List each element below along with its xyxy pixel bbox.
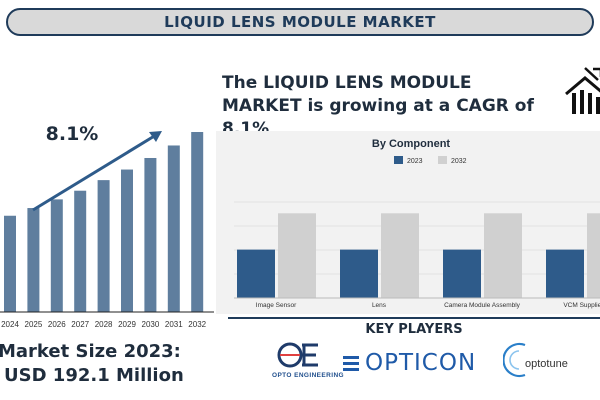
- cagr-annotation: 8.1%: [46, 123, 99, 145]
- component-category-label: Camera Module Assembly: [444, 302, 521, 309]
- growth-bar: [121, 169, 133, 312]
- component-category-label: Lens: [372, 302, 387, 309]
- opticon-logo: OPTICON: [341, 348, 491, 378]
- growth-year-label: 2029: [118, 320, 136, 329]
- growth-bar: [167, 145, 180, 312]
- component-bar: [587, 213, 600, 298]
- opto-engineering-name: OPTO ENGINEERING: [271, 372, 344, 379]
- opto-engineering-logo: OPTO ENGINEERING: [268, 341, 358, 387]
- component-bar: [237, 249, 275, 298]
- growth-bar-chart: 2024 2025 2026 2027 2028 2029 2030 2031 2032 8.1%: [0, 123, 214, 329]
- opto-engineering-mark-icon: [277, 342, 318, 368]
- growth-bar: [191, 132, 204, 312]
- growth-year-label: 2030: [142, 320, 160, 329]
- growth-year-label: 2028: [95, 320, 113, 329]
- growth-bar: [27, 208, 40, 312]
- legend-swatch: [394, 156, 403, 164]
- component-bar: [546, 249, 584, 298]
- opticon-mark-icon: [343, 356, 359, 371]
- growth-trend-arrow: [32, 133, 157, 212]
- growth-year-label: 2032: [188, 320, 206, 329]
- growth-bar: [74, 190, 87, 312]
- component-chart-title: By Component: [372, 138, 451, 150]
- growth-bar: [144, 157, 157, 312]
- optotune-logo: optotune: [503, 341, 600, 381]
- title-box: LIQUID LENS MODULE MARKET: [6, 8, 594, 36]
- growth-year-label: 2026: [48, 320, 66, 329]
- key-players-heading: KEY PLAYERS: [228, 320, 600, 338]
- key-players-title: KEY PLAYERS: [365, 322, 463, 337]
- legend-swatch: [438, 156, 447, 164]
- market-size-value: USD 192.1 Million: [4, 365, 184, 386]
- key-players-divider: [228, 317, 600, 319]
- component-category-label: VCM Suppliers: [563, 302, 600, 309]
- market-size-label: Market Size 2023:: [0, 341, 181, 362]
- component-bar: [278, 213, 316, 298]
- growth-year-label: 2027: [71, 320, 89, 329]
- component-bar: [381, 213, 419, 298]
- growth-bar: [4, 215, 16, 312]
- legend-label: 2032: [451, 158, 467, 165]
- growth-bar: [50, 199, 63, 312]
- growth-year-label: 2025: [25, 320, 43, 329]
- page-title: LIQUID LENS MODULE MARKET: [164, 13, 436, 31]
- growth-year-label: 2031: [165, 320, 183, 329]
- component-category-label: Image Sensor: [256, 302, 297, 309]
- headline-text: The LIQUID LENS MODULE MARKET is growing…: [222, 73, 534, 139]
- growth-year-label: 2024: [1, 320, 19, 329]
- optotune-name: optotune: [525, 358, 568, 370]
- component-bar: [443, 249, 481, 298]
- growth-arrow-head: [149, 131, 162, 142]
- title-bar: LIQUID LENS MODULE MARKET: [0, 0, 600, 44]
- component-bar: [340, 249, 378, 298]
- growth-bar: [97, 180, 110, 312]
- component-chart-panel: By Component 2023 2032 Image Sensor Lens Came…: [216, 131, 600, 314]
- component-bar: [484, 213, 522, 298]
- optotune-mark-icon: [503, 342, 526, 378]
- opticon-name: OPTICON: [365, 350, 477, 376]
- house-growth-icon: [565, 67, 600, 114]
- component-bar-chart: By Component 2023 2032 Image Sensor Lens Came…: [234, 138, 600, 309]
- legend-label: 2023: [407, 158, 423, 165]
